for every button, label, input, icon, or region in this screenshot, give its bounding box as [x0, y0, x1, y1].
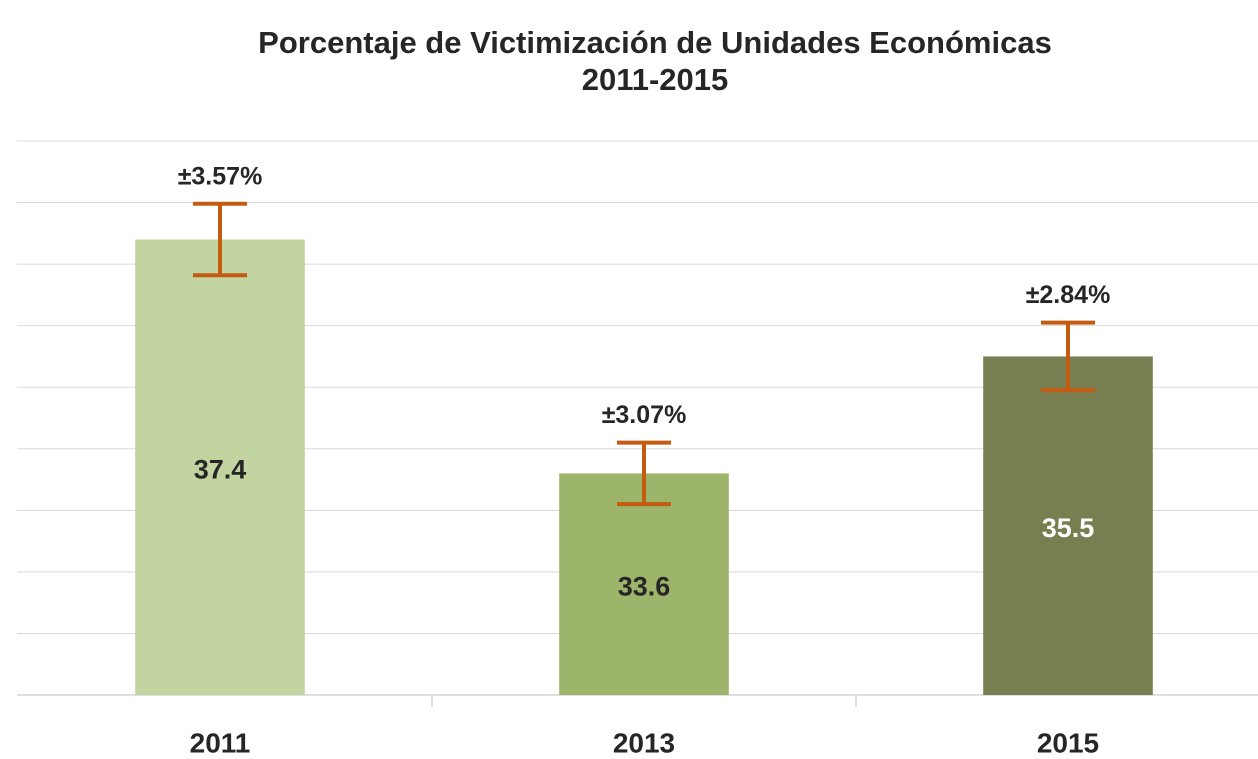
x-tick-label: 2011 — [190, 727, 251, 758]
x-tick-label: 2015 — [1037, 727, 1099, 758]
chart-title: Porcentaje de Victimización de Unidades … — [258, 25, 1052, 60]
value-label: 35.5 — [1042, 513, 1095, 543]
bar — [135, 239, 305, 695]
bar — [983, 356, 1153, 695]
bar — [559, 473, 729, 695]
value-label: 33.6 — [618, 571, 671, 601]
x-tick-label: 2013 — [613, 727, 675, 758]
error-label: ±3.57% — [178, 162, 263, 190]
error-label: ±3.07% — [602, 401, 687, 429]
error-label: ±2.84% — [1026, 281, 1111, 309]
chart-subtitle: 2011-2015 — [582, 62, 729, 97]
value-label: 37.4 — [194, 454, 247, 484]
